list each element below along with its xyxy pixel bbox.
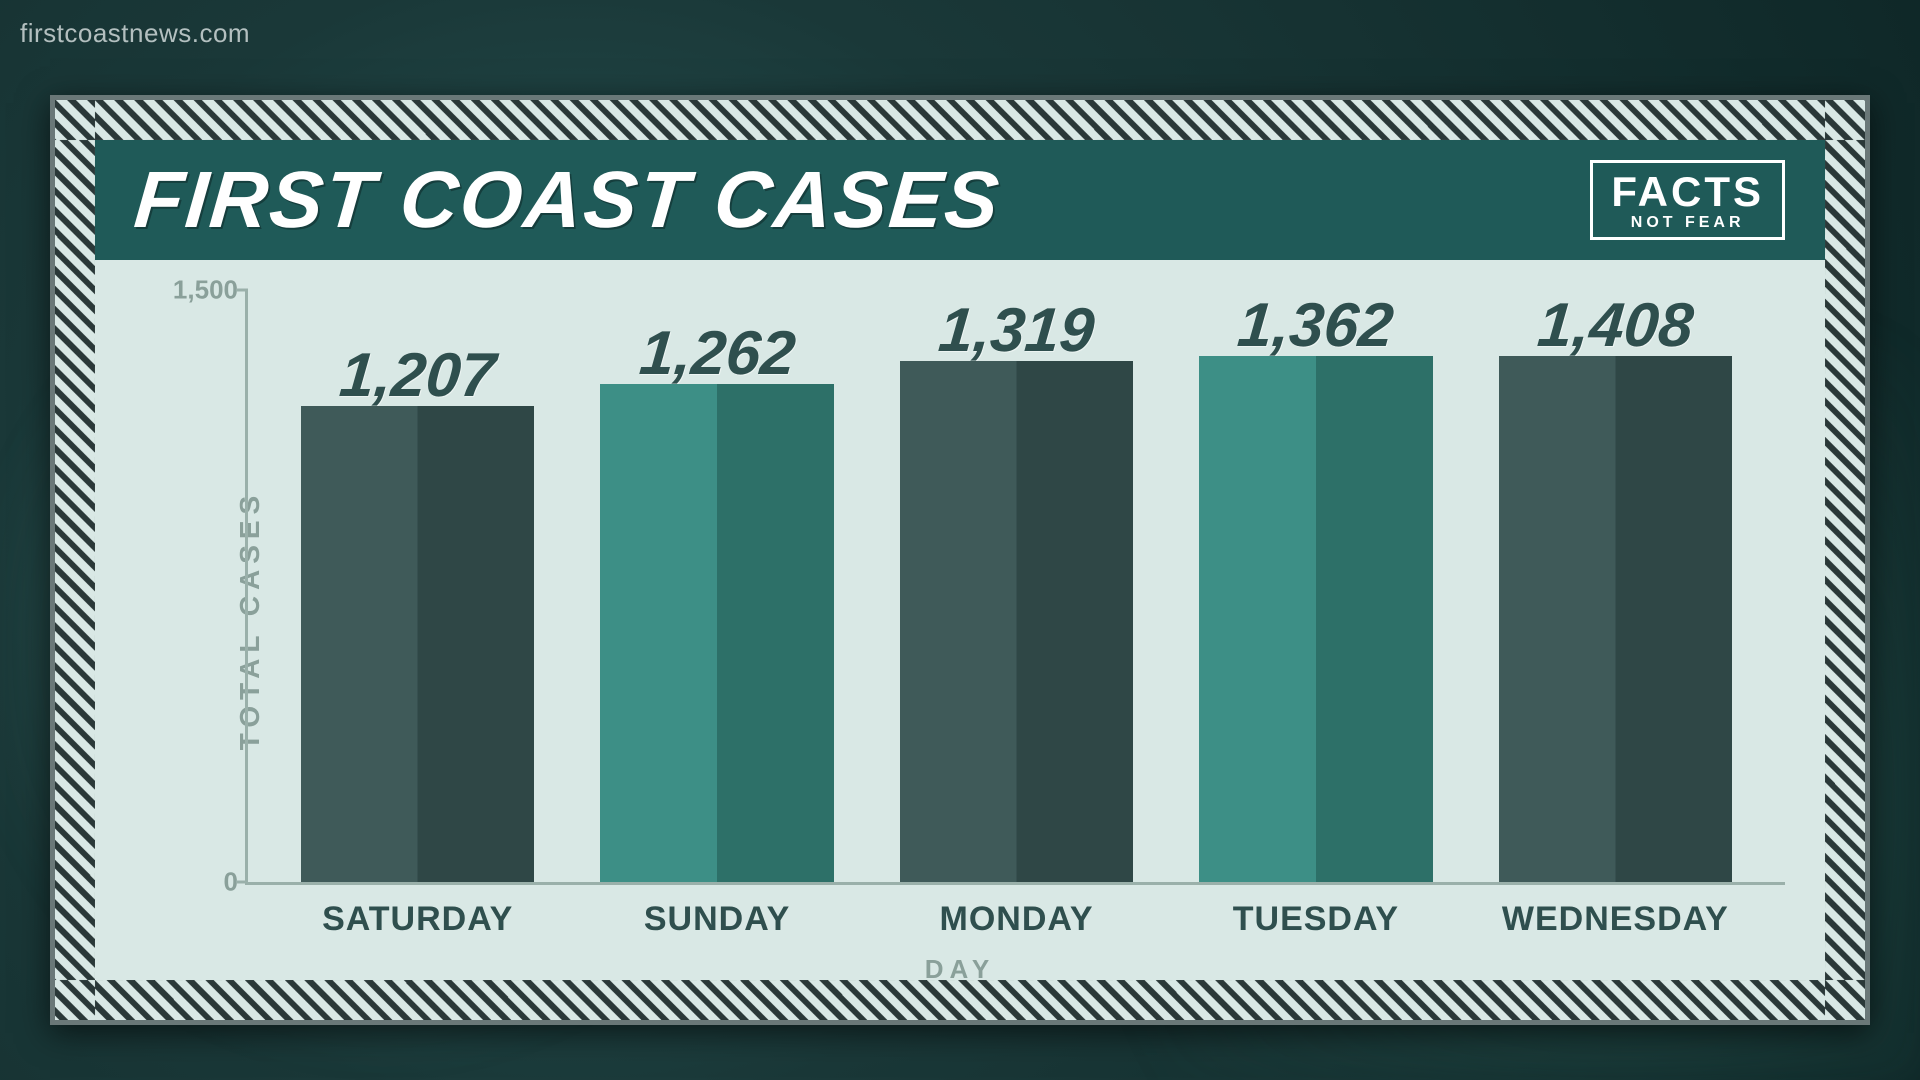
bar (1199, 356, 1433, 882)
bar (301, 406, 535, 882)
chart-area: TOTAL CASES 1,207SATURDAY1,262SUNDAY1,31… (95, 260, 1825, 980)
bar-day-label: WEDNESDAY (1502, 900, 1729, 939)
bar-slot: 1,408WEDNESDAY (1466, 290, 1765, 882)
badge-line-2: NOT FEAR (1611, 215, 1764, 231)
bar-slot: 1,207SATURDAY (268, 290, 567, 882)
bar-day-label: MONDAY (940, 900, 1094, 939)
source-watermark: firstcoastnews.com (20, 18, 250, 49)
x-axis-label: DAY (925, 954, 996, 985)
bar-day-label: SATURDAY (322, 900, 513, 939)
y-tick-label: 1,500 (153, 275, 238, 306)
bars-container: 1,207SATURDAY1,262SUNDAY1,319MONDAY1,362… (248, 290, 1785, 882)
bar (900, 361, 1134, 882)
chart-title: FIRST COAST CASES (131, 154, 1004, 246)
plot-region: 1,207SATURDAY1,262SUNDAY1,319MONDAY1,362… (245, 290, 1785, 885)
panel-inner: FIRST COAST CASES FACTS NOT FEAR TOTAL C… (95, 140, 1825, 980)
bar (1499, 356, 1733, 882)
badge-line-1: FACTS (1611, 171, 1764, 213)
bar (600, 384, 834, 882)
bar-slot: 1,319MONDAY (867, 290, 1166, 882)
bar-day-label: SUNDAY (644, 900, 790, 939)
bar-slot: 1,362TUESDAY (1166, 290, 1465, 882)
title-bar: FIRST COAST CASES FACTS NOT FEAR (95, 140, 1825, 260)
bar-value-label: 1,408 (1535, 290, 1696, 361)
chart-panel: FIRST COAST CASES FACTS NOT FEAR TOTAL C… (50, 95, 1870, 1025)
bar-day-label: TUESDAY (1233, 900, 1399, 939)
bar-value-label: 1,319 (936, 295, 1097, 366)
bar-value-label: 1,262 (636, 318, 797, 389)
y-tick-mark (236, 881, 248, 884)
bar-value-label: 1,362 (1235, 290, 1396, 361)
y-tick-mark (236, 289, 248, 292)
bar-slot: 1,262SUNDAY (567, 290, 866, 882)
y-tick-label: 0 (153, 867, 238, 898)
facts-not-fear-badge: FACTS NOT FEAR (1590, 160, 1785, 240)
bar-value-label: 1,207 (337, 340, 498, 411)
